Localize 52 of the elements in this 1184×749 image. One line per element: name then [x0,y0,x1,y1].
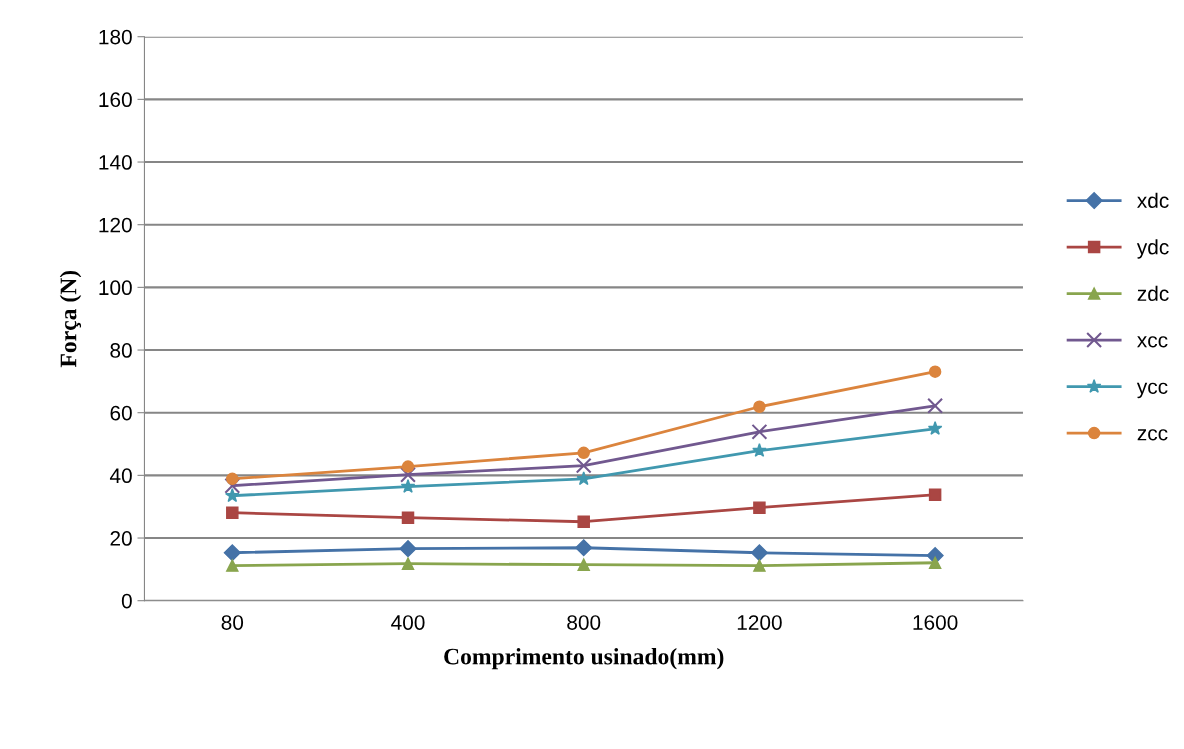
point [927,421,943,435]
y-axis-title: Força (N) [59,270,82,368]
point [225,488,240,503]
point [576,471,592,486]
legend-label: zdc [1137,285,1169,302]
y-tick-label: 100 [99,280,132,296]
point [753,501,766,514]
legend-label: ycc [1136,382,1168,399]
y-tick-label: 40 [109,468,132,484]
x-tick-label: 1200 [737,615,782,630]
legend-label: xdc [1137,192,1169,209]
y-tick-label: 160 [99,92,132,108]
point [400,479,416,493]
y-tick-label: 140 [99,155,132,170]
legend-label: zcc [1137,429,1168,441]
x-tick-label: 80 [221,615,244,630]
point [753,400,766,413]
point [752,442,767,457]
y-tick-label: 180 [99,29,132,45]
point [399,540,417,558]
point [223,544,241,562]
point [577,446,590,460]
point [927,397,944,414]
y-tick-label: 120 [99,217,132,233]
point [928,556,942,570]
point [753,559,766,572]
point [751,423,768,440]
legend-label: xcc [1137,336,1168,348]
point [401,511,415,524]
point [575,457,592,474]
point [226,506,239,519]
point [400,466,416,483]
y-tick-label: 0 [121,593,132,609]
legend-label: ydc [1136,239,1169,259]
point [577,515,590,528]
x-axis-title: Comprimento usinado(mm) [444,647,724,670]
point [224,477,241,494]
point [401,460,415,473]
point [928,488,942,502]
x-tick-label: 1600 [913,615,958,630]
point [226,559,239,572]
x-tick-label: 800 [567,615,601,630]
point [575,539,593,557]
x-tick-label: 400 [391,615,425,630]
point [928,365,942,378]
y-tick-label: 60 [110,405,132,421]
point [226,472,239,486]
point [750,544,768,562]
point [577,558,590,571]
point [401,557,415,570]
y-tick-label: 20 [110,531,132,546]
y-tick-label: 80 [110,343,132,358]
